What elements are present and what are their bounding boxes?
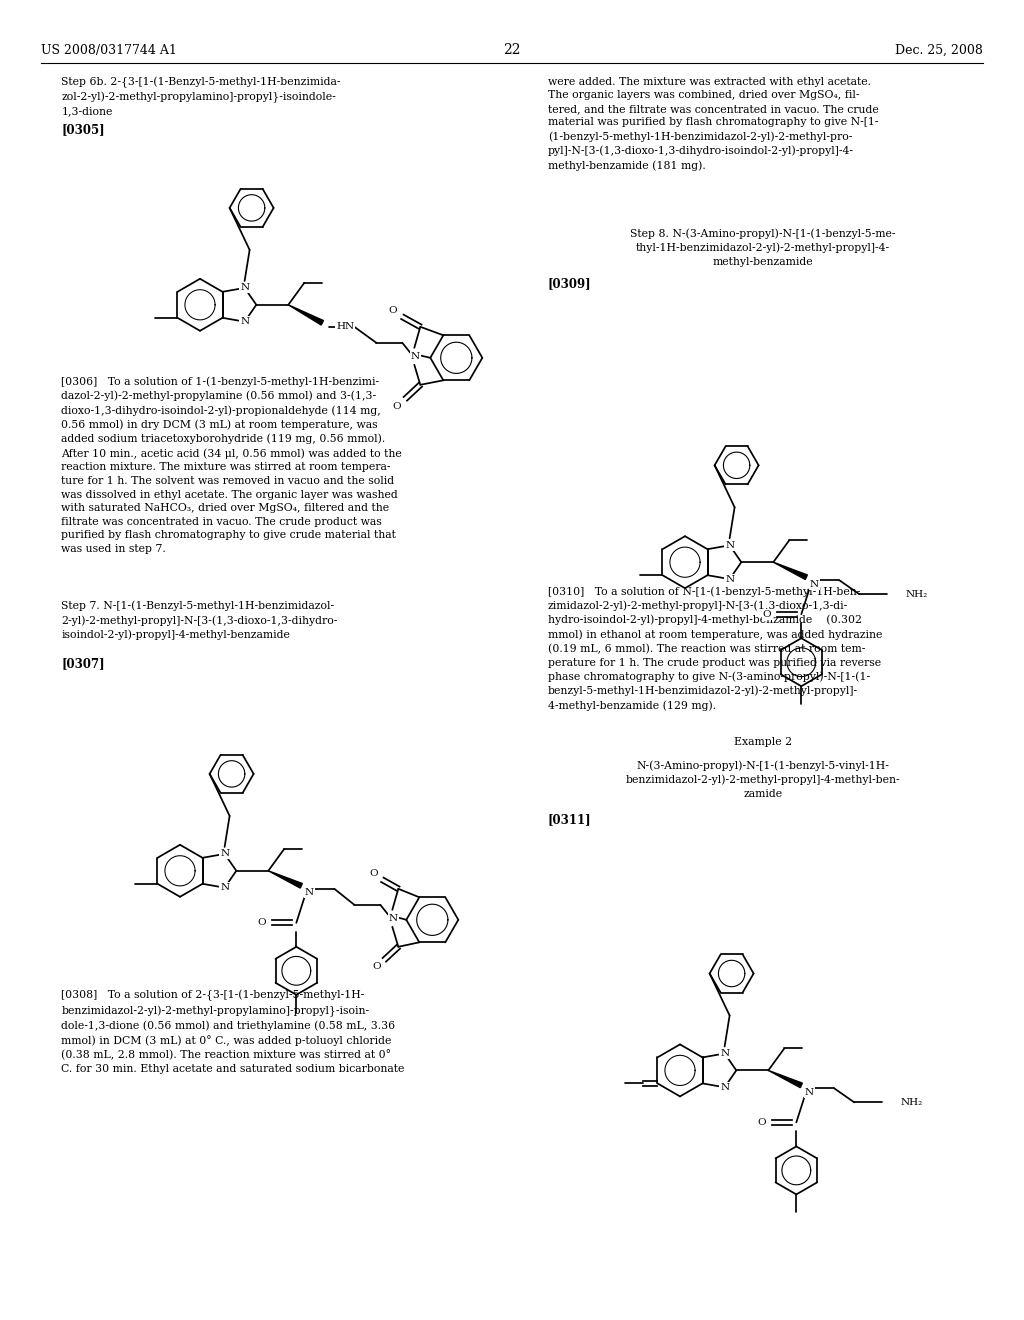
- Text: were added. The mixture was extracted with ethyl acetate.
The organic layers was: were added. The mixture was extracted wi…: [548, 77, 879, 170]
- Polygon shape: [289, 305, 324, 325]
- Text: 22: 22: [503, 44, 521, 57]
- Polygon shape: [773, 562, 807, 579]
- Text: N: N: [220, 849, 229, 858]
- Text: NH₂: NH₂: [905, 590, 928, 599]
- Text: N: N: [805, 1088, 814, 1097]
- Text: O: O: [258, 919, 266, 927]
- Polygon shape: [768, 1071, 803, 1088]
- Text: N: N: [305, 888, 314, 898]
- Text: [0308]   To a solution of 2-{3-[1-(1-benzyl-5-methyl-1H-
benzimidazol-2-yl)-2-me: [0308] To a solution of 2-{3-[1-(1-benzy…: [61, 990, 404, 1074]
- Text: N: N: [411, 352, 420, 362]
- Text: HN: HN: [336, 322, 354, 331]
- Text: O: O: [369, 870, 378, 878]
- Text: [0309]: [0309]: [548, 277, 592, 290]
- Text: O: O: [392, 403, 400, 412]
- Text: [0310]   To a solution of N-[1-(1-benzyl-5-methyl-1H-ben-
zimidazol-2-yl)-2-meth: [0310] To a solution of N-[1-(1-benzyl-5…: [548, 586, 883, 711]
- Text: N: N: [240, 284, 249, 293]
- Text: N: N: [810, 579, 819, 589]
- Text: [0307]: [0307]: [61, 657, 105, 671]
- Text: N: N: [389, 915, 398, 923]
- Text: N-(3-Amino-propyl)-N-[1-(1-benzyl-5-vinyl-1H-
benzimidazol-2-yl)-2-methyl-propyl: N-(3-Amino-propyl)-N-[1-(1-benzyl-5-viny…: [626, 760, 900, 799]
- Text: Step 7. N-[1-(1-Benzyl-5-methyl-1H-benzimidazol-
2-yl)-2-methyl-propyl]-N-[3-(1,: Step 7. N-[1-(1-Benzyl-5-methyl-1H-benzi…: [61, 601, 338, 640]
- Text: N: N: [720, 1082, 729, 1092]
- Text: [0306]   To a solution of 1-(1-benzyl-5-methyl-1H-benzimi-
dazol-2-yl)-2-methyl-: [0306] To a solution of 1-(1-benzyl-5-me…: [61, 376, 402, 554]
- Text: NH₂: NH₂: [900, 1098, 923, 1107]
- Text: O: O: [372, 962, 381, 972]
- Text: US 2008/0317744 A1: US 2008/0317744 A1: [41, 44, 177, 57]
- Text: N: N: [220, 883, 229, 892]
- Text: Step 6b. 2-{3-[1-(1-Benzyl-5-methyl-1H-benzimida-
zol-2-yl)-2-methyl-propylamino: Step 6b. 2-{3-[1-(1-Benzyl-5-methyl-1H-b…: [61, 77, 341, 116]
- Text: Step 8. N-(3-Amino-propyl)-N-[1-(1-benzyl-5-me-
thyl-1H-benzimidazol-2-yl)-2-met: Step 8. N-(3-Amino-propyl)-N-[1-(1-benzy…: [630, 228, 896, 267]
- Text: [0311]: [0311]: [548, 813, 592, 826]
- Text: O: O: [763, 610, 771, 619]
- Text: Dec. 25, 2008: Dec. 25, 2008: [895, 44, 983, 57]
- Text: Example 2: Example 2: [734, 737, 792, 747]
- Text: O: O: [758, 1118, 766, 1127]
- Text: N: N: [720, 1049, 729, 1059]
- Polygon shape: [268, 871, 302, 888]
- Text: N: N: [240, 317, 249, 326]
- Text: O: O: [388, 306, 396, 315]
- Text: N: N: [725, 541, 734, 550]
- Text: N: N: [725, 574, 734, 583]
- Text: [0305]: [0305]: [61, 123, 105, 136]
